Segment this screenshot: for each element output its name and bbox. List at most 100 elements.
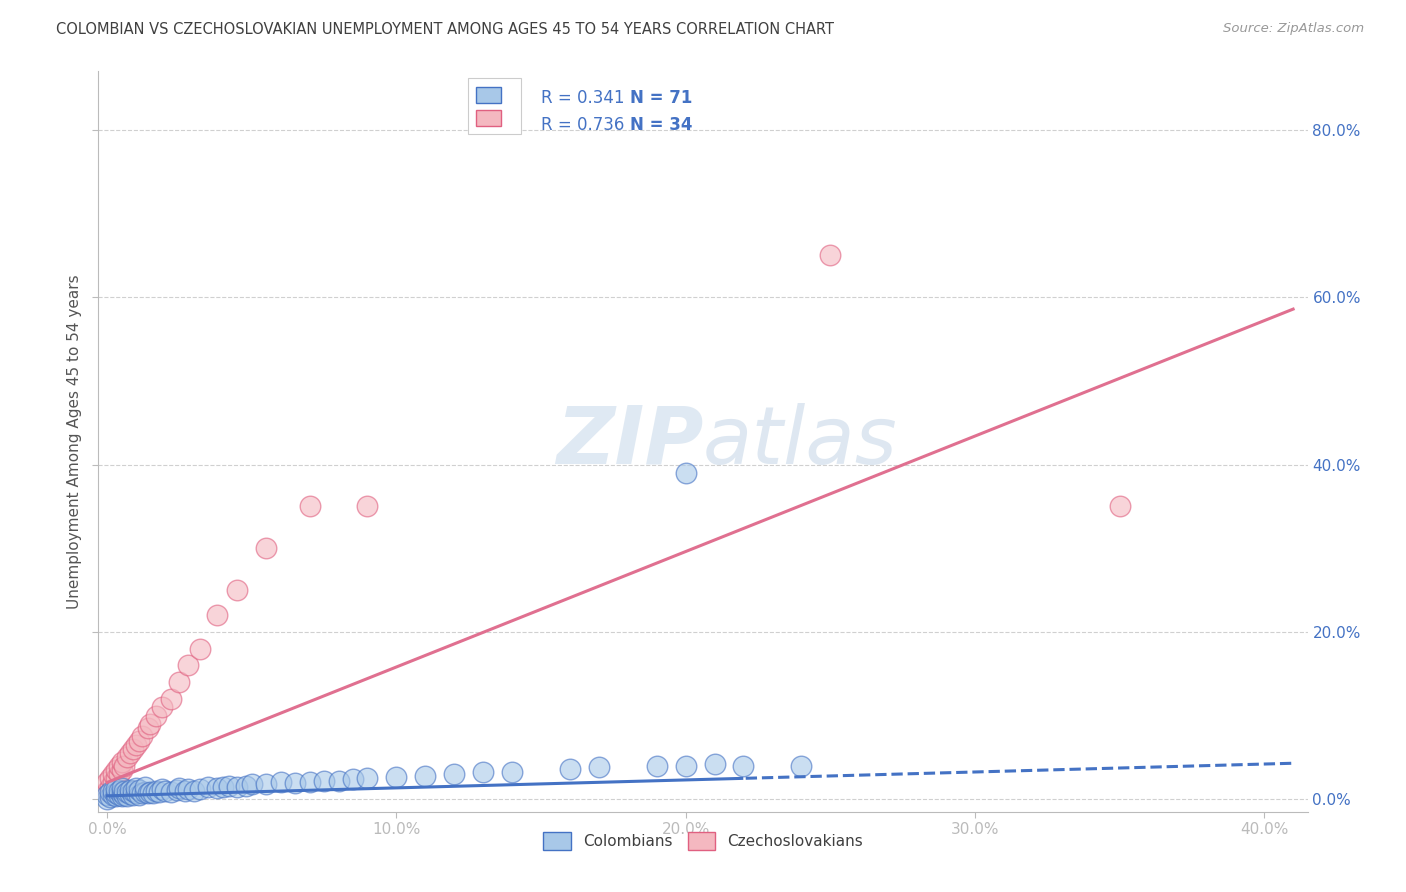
Point — [169, 781, 191, 796]
Point — [298, 500, 321, 514]
Point — [98, 785, 121, 799]
Point — [675, 758, 697, 772]
Point — [645, 758, 668, 772]
Point — [177, 782, 200, 797]
Point — [117, 789, 139, 803]
Text: N = 71: N = 71 — [630, 89, 693, 107]
Point — [107, 784, 129, 798]
Point — [159, 784, 181, 798]
Text: ZIP: ZIP — [555, 402, 703, 481]
Point — [110, 785, 132, 799]
Point — [104, 786, 127, 800]
Point — [120, 746, 142, 760]
Point — [218, 779, 240, 793]
Point — [117, 784, 139, 798]
Point — [675, 466, 697, 480]
Point — [820, 248, 842, 262]
Point — [472, 765, 495, 780]
Point — [122, 788, 145, 802]
Point — [122, 742, 145, 756]
Text: atlas: atlas — [703, 402, 898, 481]
Point — [188, 641, 211, 656]
Point — [139, 717, 162, 731]
Point — [205, 781, 228, 796]
Point — [298, 774, 321, 789]
Point — [356, 771, 378, 785]
Point — [96, 775, 118, 789]
Point — [101, 788, 124, 802]
Point — [142, 786, 165, 800]
Point — [153, 784, 176, 798]
Point — [98, 789, 121, 804]
Point — [270, 775, 292, 789]
Text: COLOMBIAN VS CZECHOSLOVAKIAN UNEMPLOYMENT AMONG AGES 45 TO 54 YEARS CORRELATION : COLOMBIAN VS CZECHOSLOVAKIAN UNEMPLOYMEN… — [56, 22, 834, 37]
Point — [136, 721, 159, 735]
Point — [1108, 500, 1130, 514]
Point — [101, 784, 124, 798]
Point — [120, 787, 142, 801]
Point — [733, 758, 755, 772]
Point — [98, 780, 121, 794]
Point — [150, 782, 173, 797]
Point — [96, 792, 118, 806]
Point — [226, 780, 249, 794]
Point — [385, 770, 408, 784]
Point — [312, 773, 335, 788]
Point — [125, 738, 148, 752]
Point — [328, 773, 350, 788]
Text: N = 34: N = 34 — [630, 117, 693, 135]
Point — [134, 780, 156, 795]
Point — [284, 776, 307, 790]
Point — [148, 785, 170, 799]
Point — [107, 767, 129, 781]
Point — [145, 708, 167, 723]
Point — [211, 780, 233, 794]
Point — [188, 782, 211, 797]
Point — [790, 758, 813, 772]
Point — [104, 789, 127, 803]
Point — [110, 781, 132, 796]
Point — [136, 786, 159, 800]
Point — [226, 582, 249, 597]
Point — [107, 758, 129, 772]
Point — [703, 757, 725, 772]
Point — [139, 785, 162, 799]
Text: R = 0.341: R = 0.341 — [541, 89, 624, 107]
Point — [183, 784, 205, 798]
Point — [110, 789, 132, 803]
Text: Source: ZipAtlas.com: Source: ZipAtlas.com — [1223, 22, 1364, 36]
Point — [117, 750, 139, 764]
Point — [107, 788, 129, 802]
Point — [177, 658, 200, 673]
Legend: Colombians, Czechoslovakians: Colombians, Czechoslovakians — [537, 826, 869, 856]
Point — [413, 769, 436, 783]
Point — [104, 771, 127, 785]
Point — [254, 541, 277, 556]
Point — [145, 784, 167, 798]
Point — [150, 700, 173, 714]
Point — [235, 779, 257, 793]
Point — [110, 763, 132, 777]
Point — [588, 760, 610, 774]
Y-axis label: Unemployment Among Ages 45 to 54 years: Unemployment Among Ages 45 to 54 years — [67, 274, 83, 609]
Point — [128, 733, 150, 747]
Point — [128, 788, 150, 802]
Point — [205, 608, 228, 623]
Point — [120, 783, 142, 797]
Point — [110, 755, 132, 769]
Point — [134, 784, 156, 798]
Point — [96, 784, 118, 798]
Point — [131, 786, 153, 800]
Point — [443, 767, 465, 781]
Point — [501, 764, 523, 779]
Point — [125, 781, 148, 796]
Point — [254, 777, 277, 791]
Point — [114, 788, 136, 802]
Point — [125, 786, 148, 800]
Point — [174, 784, 197, 798]
Text: R = 0.736: R = 0.736 — [541, 117, 624, 135]
Point — [122, 784, 145, 798]
Point — [240, 777, 263, 791]
Point — [96, 788, 118, 802]
Point — [114, 784, 136, 798]
